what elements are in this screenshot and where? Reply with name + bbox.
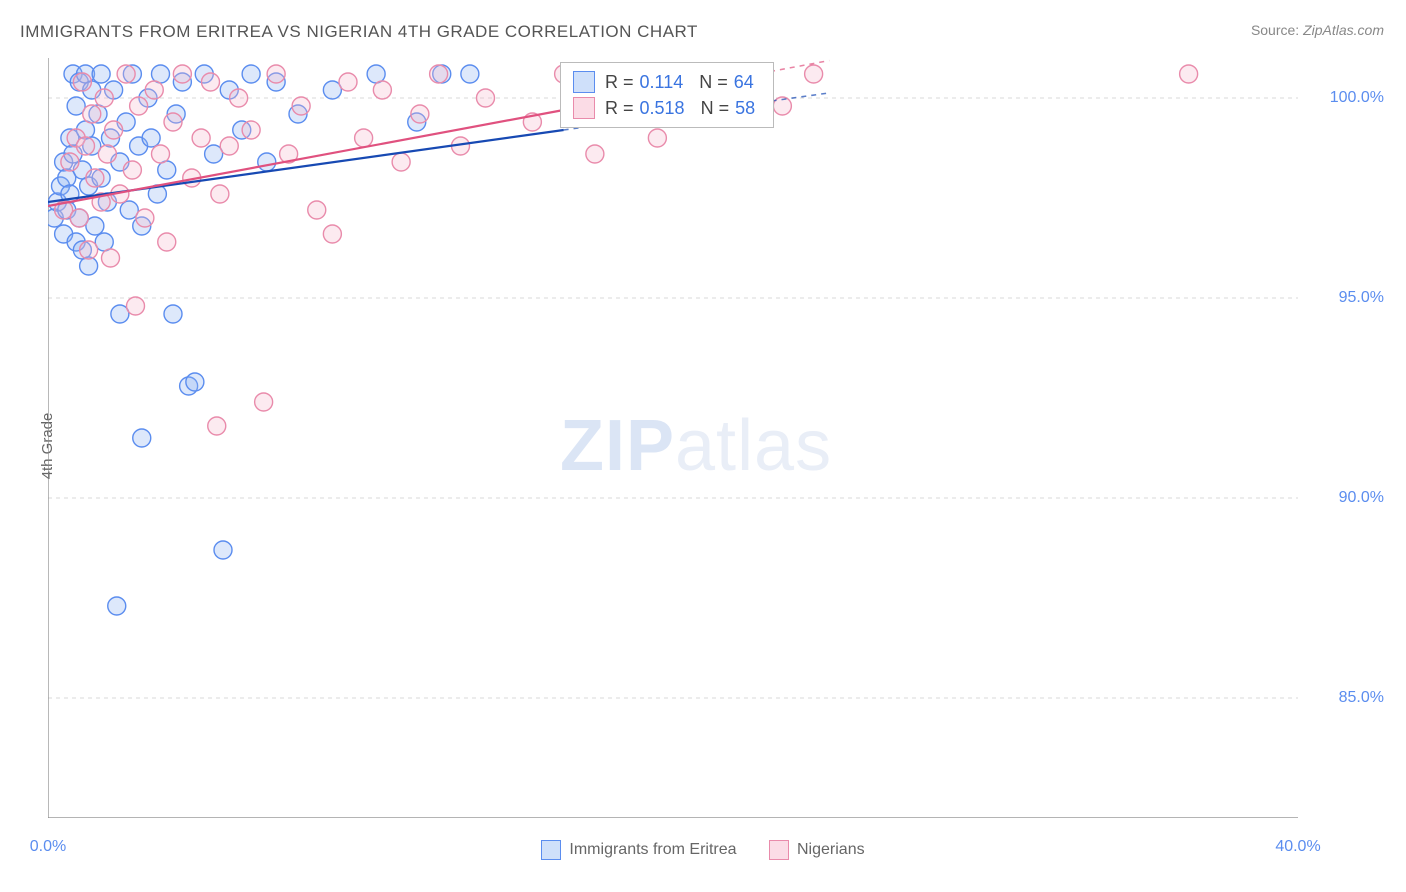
bottom-legend: Immigrants from Eritrea Nigerians: [0, 840, 1406, 865]
legend-item-1: Nigerians: [769, 840, 865, 860]
y-tick-label: 85.0%: [1339, 689, 1384, 707]
scatter-plot: [48, 58, 1298, 818]
y-tick-label: 90.0%: [1339, 489, 1384, 507]
chart-container: IMMIGRANTS FROM ERITREA VS NIGERIAN 4TH …: [0, 0, 1406, 892]
source-attribution: Source: ZipAtlas.com: [1251, 22, 1384, 38]
correlation-legend: R =0.114 N =64R =0.518 N =58: [560, 62, 774, 128]
source-value: ZipAtlas.com: [1303, 22, 1384, 38]
legend-label-1: Nigerians: [797, 841, 865, 859]
y-tick-label: 95.0%: [1339, 289, 1384, 307]
legend-label-0: Immigrants from Eritrea: [569, 841, 736, 859]
legend-swatch-1: [769, 840, 789, 860]
y-tick-label: 100.0%: [1330, 89, 1384, 107]
legend-item-0: Immigrants from Eritrea: [541, 840, 736, 860]
chart-title: IMMIGRANTS FROM ERITREA VS NIGERIAN 4TH …: [20, 22, 698, 42]
legend-swatch-0: [541, 840, 561, 860]
correlation-legend-row: R =0.114 N =64: [573, 69, 761, 95]
source-label: Source:: [1251, 22, 1299, 38]
correlation-legend-row: R =0.518 N =58: [573, 95, 761, 121]
